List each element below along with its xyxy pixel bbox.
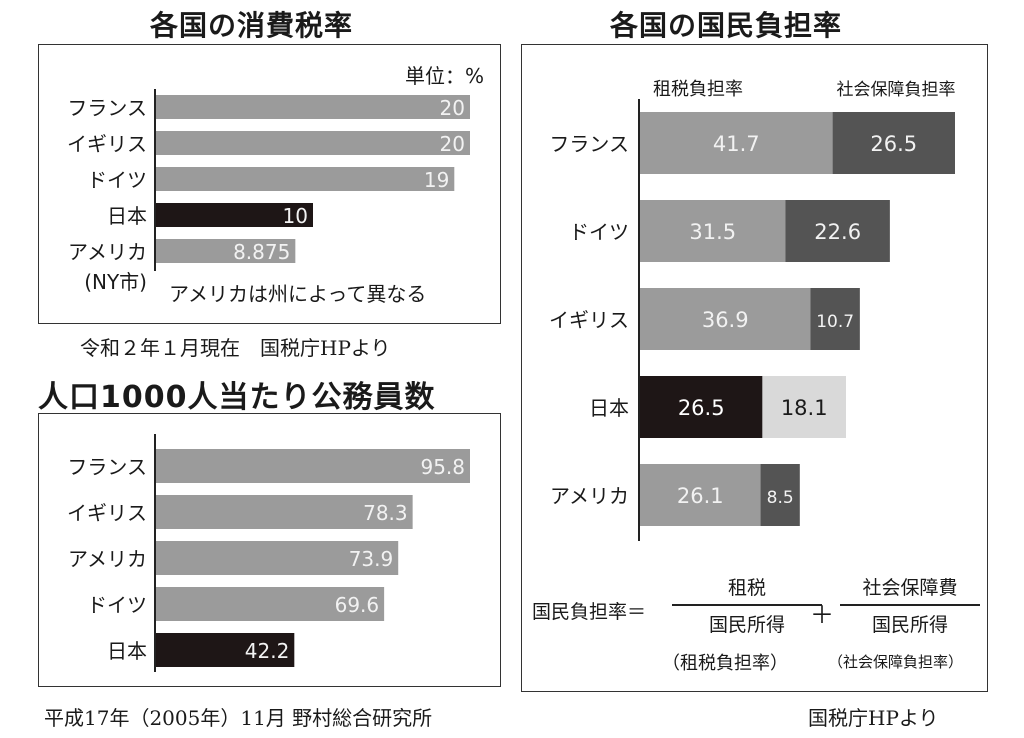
bar-日本 <box>156 203 313 227</box>
bar-value-label: 20 <box>440 96 465 120</box>
formula-den-social: 国民所得 <box>871 614 948 636</box>
bar-value-label: 69.6 <box>335 593 380 617</box>
tax-chart-panel: 単位：% フランス 20 イギリス 20 ドイツ 19 日本 10 アメリカ 8.875 (NY市) ア… <box>38 44 501 324</box>
bar-value-label-tax: 26.1 <box>677 484 724 508</box>
unit-label: 単位：% <box>405 64 484 88</box>
bar-value-label: 78.3 <box>363 501 408 525</box>
tax-chart-source: 令和２年１月現在 国税庁HPより <box>80 336 391 360</box>
category-label: ドイツ <box>569 220 629 244</box>
category-label: ドイツ <box>87 593 147 617</box>
category-label: イギリス <box>67 132 147 156</box>
bar-value-label-social: 10.7 <box>816 312 854 332</box>
category-label: イギリス <box>549 308 629 332</box>
formula-fraction-social: 社会保障費 国民所得 <box>840 573 980 637</box>
civil-chart-svg: フランス 95.8 イギリス 78.3 アメリカ 73.9 ドイツ 69.6 日本 42.2 <box>67 434 470 672</box>
bar-value-label: 20 <box>440 132 465 156</box>
bar-value-label: 10 <box>283 204 308 228</box>
civil-chart-title: 人口1000人当たり公務員数 <box>38 380 436 415</box>
bar-value-label: 42.2 <box>245 639 290 663</box>
bar-tax-ドイツ <box>640 200 786 262</box>
bar-アメリカ <box>156 239 296 263</box>
formula-num-social: 社会保障費 <box>840 573 980 606</box>
bar-value-label: 8.875 <box>233 240 290 264</box>
tax-chart-svg: 単位：% フランス 20 イギリス 20 ドイツ 19 日本 10 アメリカ 8.875 (NY市) ア… <box>67 64 484 306</box>
category-label: 日本 <box>589 396 629 420</box>
bar-value-label: 73.9 <box>349 547 394 571</box>
bar-value-label-tax: 26.5 <box>678 396 725 420</box>
formula-den-tax: 国民所得 <box>708 614 785 636</box>
formula-fraction-tax: 租税 国民所得 <box>672 573 822 637</box>
bar-value-label-tax: 36.9 <box>702 308 749 332</box>
bar-value-label: 95.8 <box>420 455 465 479</box>
bar-social-日本 <box>762 376 846 438</box>
category-label: 日本 <box>107 204 147 228</box>
formula-sub-social: （社会保障負担率） <box>828 653 964 671</box>
category-label: フランス <box>67 455 147 479</box>
bar-social-フランス <box>832 112 955 174</box>
category-sublabel: (NY市) <box>84 270 147 294</box>
civil-chart-panel: フランス 95.8 イギリス 78.3 アメリカ 73.9 ドイツ 69.6 日本 42.2 <box>38 413 501 687</box>
bar-value-label-tax: 41.7 <box>713 132 760 156</box>
bar-tax-フランス <box>640 112 833 174</box>
formula-sub-tax: （租税負担率） <box>662 653 788 674</box>
bar-イギリス <box>156 495 413 529</box>
bar-イギリス <box>156 131 470 155</box>
bar-social-アメリカ <box>760 464 800 526</box>
bar-social-ドイツ <box>785 200 890 262</box>
note-label: アメリカは州によって異なる <box>169 282 426 306</box>
bar-ドイツ <box>156 167 455 191</box>
bar-value-label: 19 <box>424 168 449 192</box>
bar-value-label-social: 22.6 <box>814 220 861 244</box>
burden-chart-title: 各国の国民負担率 <box>610 9 843 42</box>
bar-value-label-social: 8.5 <box>767 488 794 508</box>
formula-plus: ＋ <box>810 601 834 629</box>
category-label: フランス <box>549 132 629 156</box>
bar-アメリカ <box>156 541 399 575</box>
civil-chart-source: 平成17年（2005年）11月 野村総合研究所 <box>44 706 433 730</box>
formula-lhs: 国民負担率＝ <box>532 601 647 623</box>
bar-value-label-social: 18.1 <box>781 396 828 420</box>
category-label: イギリス <box>67 501 147 525</box>
category-label: 日本 <box>107 639 147 663</box>
bar-ドイツ <box>156 587 385 621</box>
bar-フランス <box>156 449 470 483</box>
category-label: アメリカ <box>550 484 629 508</box>
bar-tax-アメリカ <box>640 464 761 526</box>
category-label: アメリカ <box>68 240 147 264</box>
bar-tax-イギリス <box>640 288 811 350</box>
tax-chart-title: 各国の消費税率 <box>150 9 354 42</box>
bar-value-label-tax: 31.5 <box>689 220 736 244</box>
formula-num-tax: 租税 <box>672 573 822 606</box>
bar-フランス <box>156 95 470 119</box>
burden-chart-source: 国税庁HPより <box>808 706 939 730</box>
category-label: アメリカ <box>68 547 147 571</box>
category-label: フランス <box>67 96 147 120</box>
legend-tax: 租税負担率 <box>653 79 743 100</box>
burden-chart-panel: 租税負担率 社会保障負担率フランス 41.7 26.5 ドイツ 31.5 22.6 イギリス 3… <box>521 44 988 692</box>
bar-social-イギリス <box>810 288 860 350</box>
category-label: ドイツ <box>87 168 147 192</box>
bar-tax-日本 <box>640 376 763 438</box>
bar-value-label-social: 26.5 <box>870 132 917 156</box>
legend-social: 社会保障負担率 <box>837 80 956 100</box>
bar-日本 <box>156 633 295 667</box>
